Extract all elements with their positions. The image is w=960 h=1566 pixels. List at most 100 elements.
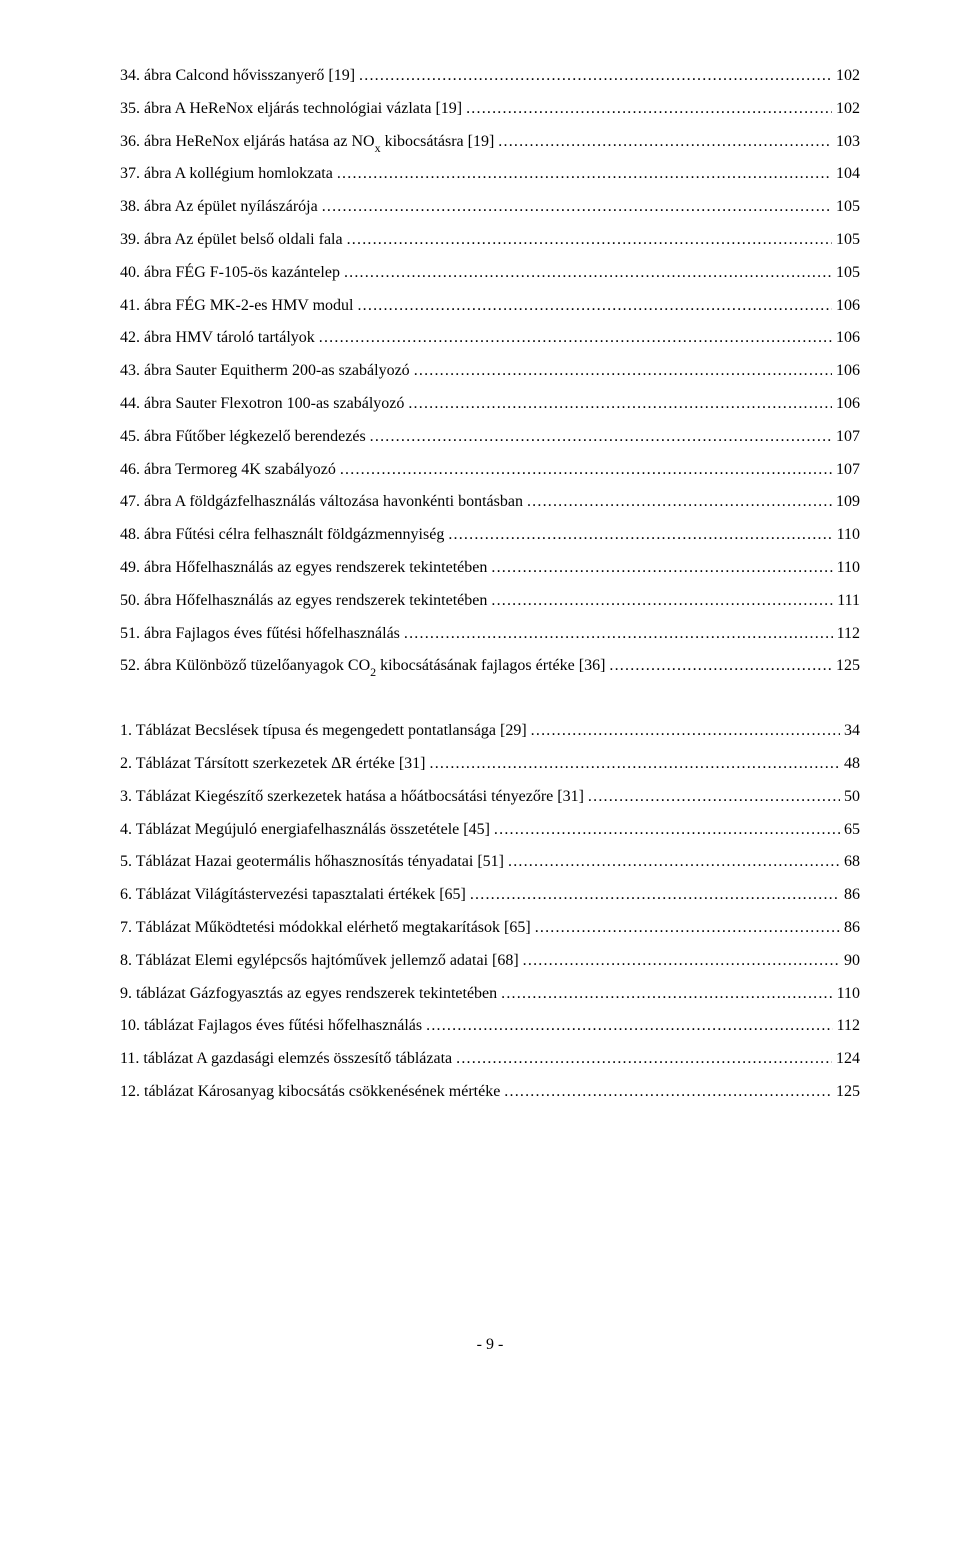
toc-entry[interactable]: 45. ábra Fűtőber légkezelő berendezés 107 (120, 421, 860, 454)
toc-entry[interactable]: 43. ábra Sauter Equitherm 200-as szabály… (120, 355, 860, 388)
toc-title: 52. ábra Különböző tüzelőanyagok CO2 kib… (120, 650, 605, 683)
toc-title: 6. Táblázat Világítástervezési tapasztal… (120, 879, 466, 912)
toc-entry[interactable]: 3. Táblázat Kiegészítő szerkezetek hatás… (120, 781, 860, 814)
toc-title: 36. ábra HeReNox eljárás hatása az NOx k… (120, 126, 494, 159)
toc-page-number: 102 (836, 60, 860, 93)
toc-title: 45. ábra Fűtőber légkezelő berendezés (120, 421, 366, 454)
toc-page-number: 125 (836, 1076, 860, 1109)
toc-entry[interactable]: 42. ábra HMV tároló tartályok 106 (120, 322, 860, 355)
toc-entry[interactable]: 6. Táblázat Világítástervezési tapasztal… (120, 879, 860, 912)
toc-entry[interactable]: 38. ábra Az épület nyílászárója105 (120, 191, 860, 224)
toc-title: 12. táblázat Károsanyag kibocsátás csökk… (120, 1076, 500, 1109)
toc-entry[interactable]: 4. Táblázat Megújuló energiafelhasználás… (120, 814, 860, 847)
toc-entry[interactable]: 52. ábra Különböző tüzelőanyagok CO2 kib… (120, 650, 860, 683)
toc-entry[interactable]: 9. táblázat Gázfogyasztás az egyes rends… (120, 978, 860, 1011)
toc-page-number: 86 (844, 879, 860, 912)
toc-page-number: 106 (836, 322, 860, 355)
toc-title: 47. ábra A földgázfelhasználás változása… (120, 486, 523, 519)
toc-title: 7. Táblázat Működtetési módokkal elérhet… (120, 912, 531, 945)
toc-page-number: 34 (844, 715, 860, 748)
toc-leader-dots (359, 60, 832, 93)
toc-leader-dots (448, 519, 832, 552)
toc-entry[interactable]: 36. ábra HeReNox eljárás hatása az NOx k… (120, 126, 860, 159)
toc-leader-dots (456, 1043, 832, 1076)
toc-entry[interactable]: 2. Táblázat Társított szerkezetek ∆R ért… (120, 748, 860, 781)
toc-page-number: 90 (844, 945, 860, 978)
toc-title: 41. ábra FÉG MK-2-es HMV modul (120, 290, 353, 323)
toc-title: 4. Táblázat Megújuló energiafelhasználás… (120, 814, 490, 847)
toc-entry[interactable]: 50. ábra Hőfelhasználás az egyes rendsze… (120, 585, 860, 618)
toc-entry[interactable]: 39. ábra Az épület belső oldali fala 105 (120, 224, 860, 257)
toc-leader-dots (357, 290, 832, 323)
toc-title: 50. ábra Hőfelhasználás az egyes rendsze… (120, 585, 487, 618)
toc-entry[interactable]: 8. Táblázat Elemi egylépcsős hajtóművek … (120, 945, 860, 978)
toc-page-number: 48 (844, 748, 860, 781)
toc-entry[interactable]: 47. ábra A földgázfelhasználás változása… (120, 486, 860, 519)
toc-page-number: 65 (844, 814, 860, 847)
toc-leader-dots (491, 552, 832, 585)
toc-title: 49. ábra Hőfelhasználás az egyes rendsze… (120, 552, 487, 585)
toc-leader-dots (501, 978, 832, 1011)
toc-entry[interactable]: 34. ábra Calcond hővisszanyerő [19] 102 (120, 60, 860, 93)
toc-leader-dots (527, 486, 832, 519)
toc-leader-dots (498, 126, 832, 159)
toc-entry[interactable]: 46. ábra Termoreg 4K szabályozó107 (120, 454, 860, 487)
toc-page-number: 109 (836, 486, 860, 519)
toc-leader-dots (414, 355, 832, 388)
toc-page-number: 111 (837, 585, 860, 618)
toc-title: 5. Táblázat Hazai geotermális hőhasznosí… (120, 846, 504, 879)
toc-leader-dots (426, 1010, 832, 1043)
toc-title: 8. Táblázat Elemi egylépcsős hajtóművek … (120, 945, 519, 978)
toc-entry[interactable]: 49. ábra Hőfelhasználás az egyes rendsze… (120, 552, 860, 585)
toc-leader-dots (588, 781, 840, 814)
toc-title: 3. Táblázat Kiegészítő szerkezetek hatás… (120, 781, 584, 814)
toc-title: 51. ábra Fajlagos éves fűtési hőfelhaszn… (120, 618, 400, 651)
section-gap (120, 683, 860, 715)
toc-leader-dots (322, 191, 832, 224)
toc-entry[interactable]: 51. ábra Fajlagos éves fűtési hőfelhaszn… (120, 618, 860, 651)
toc-leader-dots (466, 93, 832, 126)
toc-title: 10. táblázat Fajlagos éves fűtési hőfelh… (120, 1010, 422, 1043)
toc-title: 42. ábra HMV tároló tartályok (120, 322, 315, 355)
toc-leader-dots (508, 846, 840, 879)
page-number-footer: - 9 - (120, 1329, 860, 1362)
toc-leader-dots (504, 1076, 832, 1109)
toc-entry[interactable]: 5. Táblázat Hazai geotermális hőhasznosí… (120, 846, 860, 879)
toc-page-number: 105 (836, 224, 860, 257)
toc-page-number: 110 (837, 519, 860, 552)
toc-leader-dots (337, 158, 832, 191)
toc-title: 2. Táblázat Társított szerkezetek ∆R ért… (120, 748, 426, 781)
toc-entry[interactable]: 40. ábra FÉG F-105-ös kazántelep105 (120, 257, 860, 290)
toc-entry[interactable]: 7. Táblázat Működtetési módokkal elérhet… (120, 912, 860, 945)
toc-entry[interactable]: 37. ábra A kollégium homlokzata104 (120, 158, 860, 191)
toc-page-number: 106 (836, 355, 860, 388)
toc-page-number: 50 (844, 781, 860, 814)
toc-entry[interactable]: 35. ábra A HeReNox eljárás technológiai … (120, 93, 860, 126)
toc-leader-dots (344, 257, 832, 290)
toc-title: 34. ábra Calcond hővisszanyerő [19] (120, 60, 355, 93)
toc-entry[interactable]: 1. Táblázat Becslések típusa és megenged… (120, 715, 860, 748)
toc-page-number: 110 (837, 978, 860, 1011)
toc-leader-dots (491, 585, 833, 618)
toc-entry[interactable]: 41. ábra FÉG MK-2-es HMV modul 106 (120, 290, 860, 323)
toc-page-number: 112 (837, 1010, 860, 1043)
toc-leader-dots (347, 224, 832, 257)
toc-page-number: 106 (836, 290, 860, 323)
toc-entry[interactable]: 44. ábra Sauter Flexotron 100-as szabály… (120, 388, 860, 421)
toc-page-number: 102 (836, 93, 860, 126)
toc-title: 39. ábra Az épület belső oldali fala (120, 224, 343, 257)
toc-page-number: 110 (837, 552, 860, 585)
toc-entry[interactable]: 12. táblázat Károsanyag kibocsátás csökk… (120, 1076, 860, 1109)
toc-page-number: 106 (836, 388, 860, 421)
toc-title: 40. ábra FÉG F-105-ös kazántelep (120, 257, 340, 290)
toc-page-number: 125 (836, 650, 860, 683)
toc-entry[interactable]: 48. ábra Fűtési célra felhasznált földgá… (120, 519, 860, 552)
toc-title: 35. ábra A HeReNox eljárás technológiai … (120, 93, 462, 126)
toc-leader-dots (408, 388, 832, 421)
toc-entry[interactable]: 11. táblázat A gazdasági elemzés összesí… (120, 1043, 860, 1076)
toc-leader-dots (494, 814, 840, 847)
toc-page-number: 68 (844, 846, 860, 879)
toc-leader-dots (340, 454, 832, 487)
toc-page-number: 107 (836, 421, 860, 454)
toc-entry[interactable]: 10. táblázat Fajlagos éves fűtési hőfelh… (120, 1010, 860, 1043)
